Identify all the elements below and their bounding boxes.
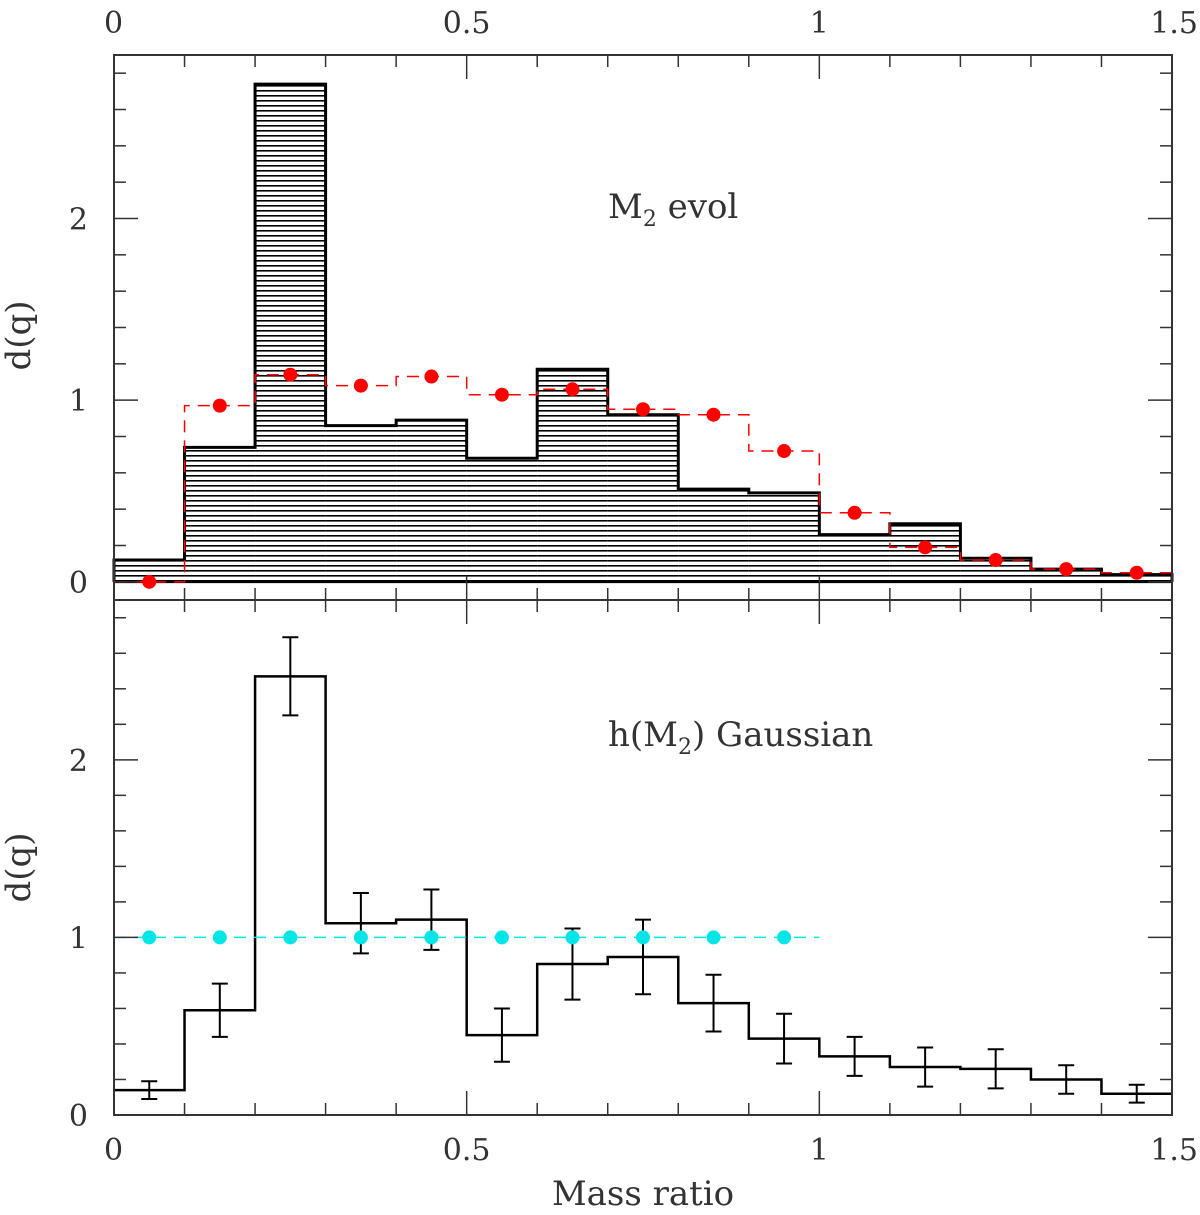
annotation-bottom: h(M2) Gaussian <box>608 715 873 760</box>
flat-point-5 <box>494 930 509 945</box>
model-point-4 <box>424 369 439 384</box>
y-axis-title: d(q) <box>0 832 39 902</box>
flat-point-8 <box>706 930 721 945</box>
y-tick-label: 2 <box>69 744 88 779</box>
x-tick-label-bottom: 1 <box>810 1133 829 1168</box>
flat-point-4 <box>424 930 439 945</box>
model-point-12 <box>988 553 1003 568</box>
x-tick-label-bottom: 0.5 <box>443 1133 491 1168</box>
x-axis-title: Mass ratio <box>552 1174 734 1214</box>
model-point-8 <box>706 407 721 422</box>
model-point-7 <box>636 402 650 417</box>
hist-bar-top-4 <box>396 420 467 582</box>
model-point-5 <box>494 387 509 402</box>
hist-bar-top-7 <box>607 414 679 582</box>
model-point-11 <box>918 540 933 555</box>
y-axis-title: d(q) <box>0 300 39 370</box>
error-bar-9 <box>776 1012 793 1065</box>
hist-bar-top-5 <box>466 458 538 582</box>
y-axis-bottom: 0 1 2 <box>69 617 1172 1134</box>
model-step-line <box>114 373 1172 583</box>
annotation-top: M2 evol <box>608 187 738 232</box>
flat-point-1 <box>212 930 227 945</box>
hist-bar-top-3 <box>325 425 397 582</box>
model-point-6 <box>565 382 580 397</box>
model-point-3 <box>353 378 368 393</box>
error-bar-5 <box>493 1007 510 1063</box>
hist-bar-top-2 <box>255 84 326 582</box>
error-bar-1 <box>211 982 228 1038</box>
y-tick-label: 1 <box>69 921 88 956</box>
model-point-2 <box>283 367 298 382</box>
y-tick-label: 0 <box>69 1099 88 1134</box>
y-axis-top: 0 1 2 <box>69 72 1172 601</box>
error-bar-2 <box>282 636 299 717</box>
hist-bar-top-1 <box>184 447 256 582</box>
x-tick-label-bottom: 1.5 <box>1150 1133 1198 1168</box>
x-tick-label-top: 0.5 <box>443 6 491 41</box>
annotation-rest: ) Gaussian <box>692 715 873 755</box>
model-point-14 <box>1129 565 1144 580</box>
annotation-subscript: 2 <box>643 207 657 232</box>
hist-bar-top-0 <box>114 560 185 582</box>
annotation-main: h(M <box>608 715 678 755</box>
error-bar-12 <box>987 1048 1004 1090</box>
flat-point-0 <box>142 930 157 945</box>
model-point-0 <box>142 574 157 589</box>
error-bar-14 <box>1128 1083 1145 1104</box>
annotation-main: M <box>608 187 643 227</box>
x-tick-label-top: 1.5 <box>1150 6 1198 41</box>
error-bar-10 <box>846 1035 863 1077</box>
flat-point-9 <box>777 930 792 945</box>
flat-point-3 <box>353 930 368 945</box>
error-bar-0 <box>141 1080 158 1101</box>
annotation-rest: evol <box>657 187 738 227</box>
hist-bar-top-9 <box>748 492 820 582</box>
annotation-subscript: 2 <box>678 735 692 760</box>
model-point-9 <box>777 444 792 459</box>
model-point-10 <box>847 505 862 520</box>
flat-point-7 <box>636 930 650 945</box>
y-tick-label: 2 <box>69 203 88 238</box>
x-tick-label-bottom: 0 <box>104 1133 123 1168</box>
frame-bottom <box>113 599 1173 1116</box>
y-tick-label: 0 <box>69 566 88 601</box>
error-bar-11 <box>917 1046 934 1088</box>
x-tick-label-top: 1 <box>810 6 829 41</box>
x-tick-label-top: 0 <box>104 6 123 41</box>
model-point-13 <box>1059 562 1074 577</box>
flat-point-2 <box>283 930 298 945</box>
error-bar-8 <box>705 973 722 1033</box>
y-tick-label: 1 <box>69 384 88 419</box>
model-point-1 <box>212 398 227 413</box>
hist-bar-top-12 <box>960 558 1031 582</box>
flat-point-6 <box>565 930 580 945</box>
hist-bar-top-10 <box>819 534 890 582</box>
error-bar-13 <box>1058 1064 1075 1095</box>
hist-bar-top-6 <box>537 369 608 582</box>
hist-bar-top-8 <box>678 489 749 582</box>
